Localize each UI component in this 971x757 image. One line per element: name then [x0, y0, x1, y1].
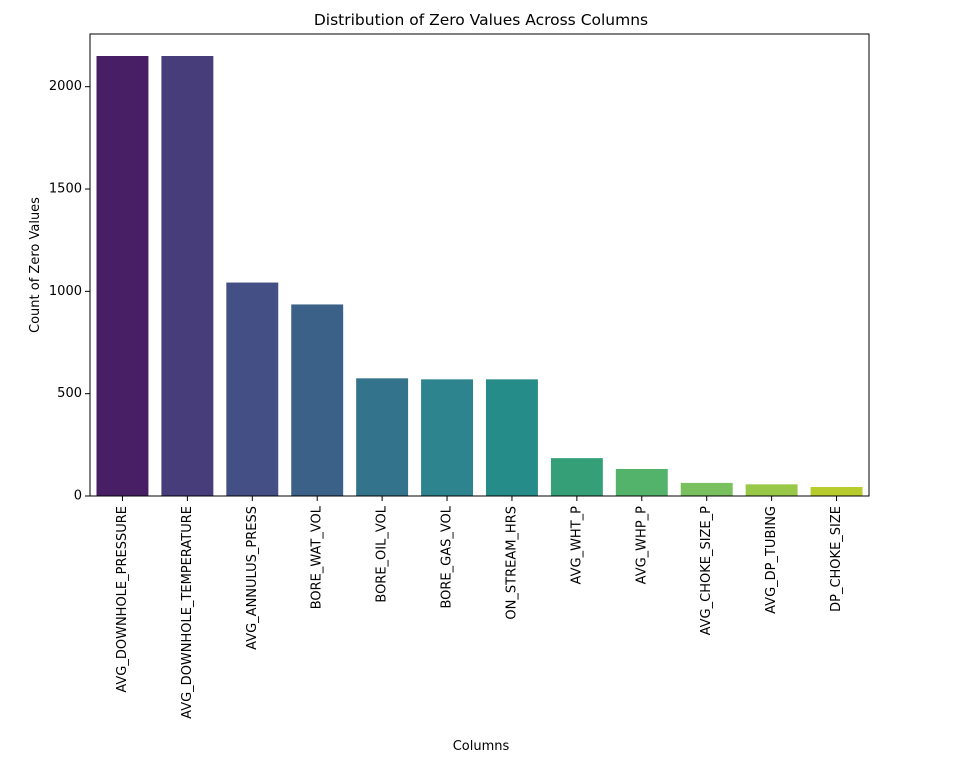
x-axis-label: Columns [453, 739, 510, 754]
bar-avg-whp-p [615, 468, 668, 496]
x-axis-ticks: AVG_DOWNHOLE_PRESSURE AVG_DOWNHOLE_TEMPER… [115, 496, 844, 719]
bar-on-stream-hrs [485, 379, 538, 496]
x-tick-label: AVG_CHOKE_SIZE_P [699, 506, 714, 636]
y-tick-label: 500 [57, 386, 82, 401]
x-tick-label: AVG_DOWNHOLE_TEMPERATURE [180, 506, 195, 719]
plot-frame [89, 33, 870, 497]
bar-avg-wht-p [550, 458, 603, 496]
bar-avg-dp-tubing [745, 484, 798, 496]
bar-avg-downhole-pressure [96, 56, 149, 496]
y-tick-label: 1000 [49, 284, 82, 299]
y-tick-label: 0 [74, 489, 82, 504]
x-tick-label: BORE_GAS_VOL [440, 505, 455, 608]
x-tick-label: BORE_OIL_VOL [375, 505, 390, 602]
x-tick-label: DP_CHOKE_SIZE [829, 506, 844, 612]
chart-title: Distribution of Zero Values Across Colum… [314, 11, 648, 29]
x-tick-label: AVG_WHP_P [634, 506, 649, 584]
bar-bore-oil-vol [356, 378, 409, 496]
bar-bore-gas-vol [421, 379, 474, 496]
y-tick-label: 2000 [49, 79, 82, 94]
x-tick-label: BORE_WAT_VOL [310, 505, 325, 609]
x-tick-label: AVG_WHT_P [569, 506, 584, 585]
y-axis-label: Count of Zero Values [28, 197, 43, 333]
bars-group [96, 56, 863, 496]
bar-dp-choke-size [810, 486, 863, 496]
bar-bore-wat-vol [291, 304, 344, 496]
bar-avg-annulus-press [226, 282, 279, 496]
y-tick-label: 1500 [49, 182, 82, 197]
y-axis-ticks: 0 500 1000 1500 2000 [49, 79, 90, 504]
bar-avg-choke-size-p [680, 482, 733, 496]
x-tick-label: AVG_DP_TUBING [764, 506, 779, 614]
x-tick-label: ON_STREAM_HRS [504, 506, 519, 620]
x-tick-label: AVG_ANNULUS_PRESS [245, 506, 260, 650]
bar-avg-downhole-temperature [161, 56, 214, 496]
x-tick-label: AVG_DOWNHOLE_PRESSURE [115, 506, 130, 693]
